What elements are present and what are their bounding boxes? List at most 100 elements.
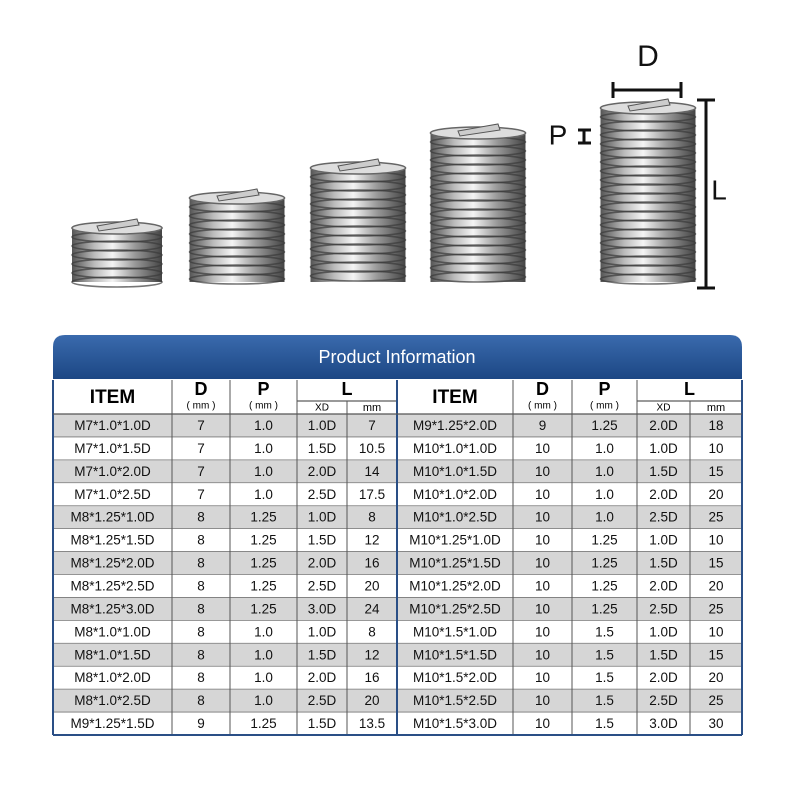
- cell: 8: [197, 533, 205, 548]
- coil: [309, 234, 407, 246]
- cell: 2.0D: [649, 487, 678, 502]
- coil: [599, 228, 697, 240]
- cell: 10: [535, 464, 550, 479]
- cell: 8: [197, 670, 205, 685]
- cell: 7: [197, 464, 205, 479]
- coil: [429, 262, 527, 274]
- cell: 10: [535, 533, 550, 548]
- cell: 10: [708, 624, 723, 639]
- tang: [627, 98, 671, 112]
- cell: 1.25: [250, 601, 276, 616]
- cell: 2.0D: [308, 670, 337, 685]
- cell: 8: [197, 624, 205, 639]
- cell: 30: [708, 716, 723, 731]
- coil: [188, 219, 286, 231]
- cell: 10: [535, 556, 550, 571]
- cell: M8*1.25*2.0D: [70, 556, 154, 571]
- row-bg: [397, 528, 742, 552]
- cell: 1.5D: [308, 533, 337, 548]
- row-bg: [397, 666, 742, 690]
- coil: [429, 208, 527, 220]
- row-bg: [397, 459, 742, 483]
- row-bg: [53, 459, 397, 483]
- cell: 2.0D: [649, 670, 678, 685]
- coil: [429, 244, 527, 256]
- cell: M10*1.25*2.0D: [409, 579, 501, 594]
- cell: 1.0: [254, 464, 273, 479]
- cell: 10: [535, 693, 550, 708]
- row-bg: [53, 414, 397, 437]
- row-bg: [397, 689, 742, 713]
- coil: [599, 246, 697, 258]
- cell: 25: [708, 510, 723, 525]
- coil: [599, 147, 697, 159]
- cell: 1.0D: [649, 441, 678, 456]
- cell: M10*1.0*1.0D: [413, 441, 497, 456]
- coil: [599, 201, 697, 213]
- cell: 2.5D: [308, 693, 337, 708]
- cell: 10: [535, 510, 550, 525]
- coil: [429, 190, 527, 202]
- cell: 10.5: [359, 441, 385, 456]
- cell: 10: [535, 647, 550, 662]
- tang: [337, 158, 381, 172]
- cell: M8*1.0*2.5D: [74, 693, 151, 708]
- cell: M10*1.25*1.0D: [409, 533, 501, 548]
- cell: 1.5: [595, 647, 614, 662]
- cell: 1.25: [250, 533, 276, 548]
- coil: [429, 226, 527, 238]
- cell: 1.0: [254, 624, 273, 639]
- coil: [429, 235, 527, 247]
- cell: 1.0: [254, 441, 273, 456]
- spring-body: [72, 228, 162, 282]
- cell: 10: [535, 670, 550, 685]
- cell: 2.5D: [649, 601, 678, 616]
- cell: 1.0: [595, 441, 614, 456]
- cell: 16: [364, 670, 379, 685]
- coil: [309, 189, 407, 201]
- cell: M10*1.5*2.0D: [413, 670, 497, 685]
- cell: 8: [197, 647, 205, 662]
- cell: M9*1.25*2.0D: [413, 418, 497, 433]
- coil: [309, 243, 407, 255]
- cell: 1.5D: [649, 556, 678, 571]
- cell: 7: [197, 441, 205, 456]
- row-bg: [53, 436, 397, 460]
- cell: 1.0D: [649, 533, 678, 548]
- coil: [599, 120, 697, 132]
- cell: 1.25: [591, 533, 617, 548]
- cell: 1.0D: [308, 624, 337, 639]
- table-title: Product Information: [318, 347, 475, 367]
- cell: 8: [368, 510, 376, 525]
- cell: M7*1.0*1.0D: [74, 418, 151, 433]
- coil: [429, 181, 527, 193]
- cell: 2.0D: [649, 418, 678, 433]
- cell: M7*1.0*2.0D: [74, 464, 151, 479]
- cell: 13.5: [359, 716, 385, 731]
- cell: 1.5: [595, 693, 614, 708]
- coil: [71, 267, 163, 279]
- tang: [457, 123, 501, 137]
- coil: [599, 237, 697, 249]
- header-p: P: [257, 379, 269, 399]
- coil: [71, 276, 163, 288]
- header-d: D: [536, 379, 549, 399]
- header-p: P: [598, 379, 610, 399]
- row-bg: [397, 436, 742, 460]
- coil: [429, 271, 527, 283]
- cell: 7: [368, 418, 376, 433]
- cell: 7: [197, 418, 205, 433]
- coil: [309, 216, 407, 228]
- cell: 20: [708, 670, 723, 685]
- cell: 10: [535, 601, 550, 616]
- cell: M10*1.0*2.5D: [413, 510, 497, 525]
- header-d: D: [195, 379, 208, 399]
- spring: [309, 158, 407, 282]
- cell: 14: [364, 464, 380, 479]
- cell: M7*1.0*1.5D: [74, 441, 151, 456]
- cell: 20: [364, 579, 379, 594]
- cell: M8*1.25*2.5D: [70, 579, 154, 594]
- coil: [309, 270, 407, 282]
- cell: 1.25: [591, 601, 617, 616]
- header-unit: ( mm ): [528, 401, 557, 412]
